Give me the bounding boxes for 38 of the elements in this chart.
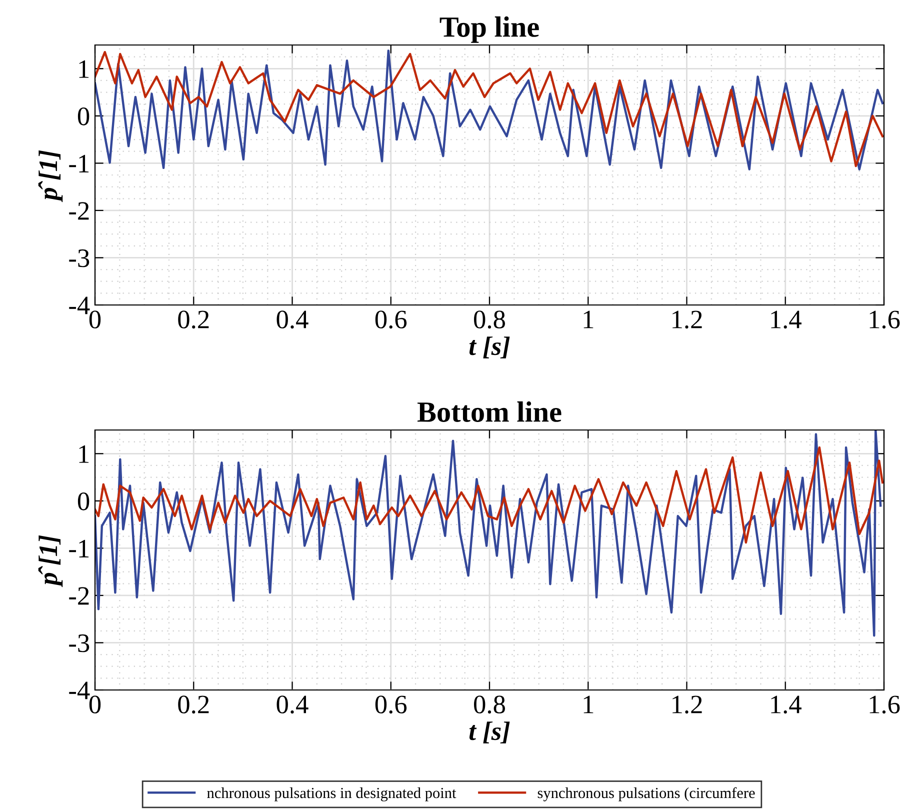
x-tick-label: 1.2 <box>672 696 702 714</box>
y-tick-label: -1 <box>69 540 89 558</box>
legend-label: synchronous pulsations (circumfere <box>538 787 755 802</box>
x-tick-label: 0.6 <box>375 310 407 329</box>
y-tick-label: 1 <box>79 445 89 463</box>
x-tick-label: 1.4 <box>771 696 802 714</box>
y-tick-label: 1 <box>79 60 89 78</box>
x-tick-label: 1.6 <box>870 310 900 329</box>
x-tick-label: 1.4 <box>771 310 802 329</box>
x-tick-label: 0.8 <box>474 696 505 714</box>
x-tick-label: 0.4 <box>276 696 308 714</box>
x-tick-label: 1 <box>584 696 594 714</box>
y-tick-label: -2 <box>69 587 89 605</box>
x-tick-label: 1 <box>584 310 594 328</box>
y-axis-title: p̂ [1] <box>38 535 63 588</box>
x-tick-label: 1.6 <box>870 696 900 714</box>
x-axis-title: t [s] <box>469 336 510 358</box>
y-tick-label: -1 <box>69 154 89 172</box>
y-tick-label: 0 <box>78 108 90 126</box>
y-tick-label: -4 <box>69 296 90 314</box>
chart-title: Top line <box>440 16 539 43</box>
x-tick-label: 0.2 <box>178 696 209 714</box>
x-tick-label: 1.2 <box>672 310 702 329</box>
x-tick-label: 0.6 <box>375 696 407 714</box>
x-tick-label: 0.2 <box>178 310 209 329</box>
y-tick-label: -3 <box>69 249 90 268</box>
y-axis-title: p̂ [1] <box>38 150 63 202</box>
x-axis-title: t [s] <box>469 722 510 744</box>
line-series <box>95 430 882 637</box>
x-tick-label: 0.4 <box>276 310 308 329</box>
line-series <box>95 446 884 544</box>
y-tick-label: -4 <box>69 682 90 700</box>
x-tick-label: 0.8 <box>474 310 505 329</box>
y-tick-label: -3 <box>69 634 90 652</box>
chart-title: Bottom line <box>417 401 562 422</box>
y-tick-label: -2 <box>69 202 89 220</box>
y-tick-label: 0 <box>78 492 90 510</box>
legend-label: nchronous pulsations in designated point <box>207 787 456 802</box>
